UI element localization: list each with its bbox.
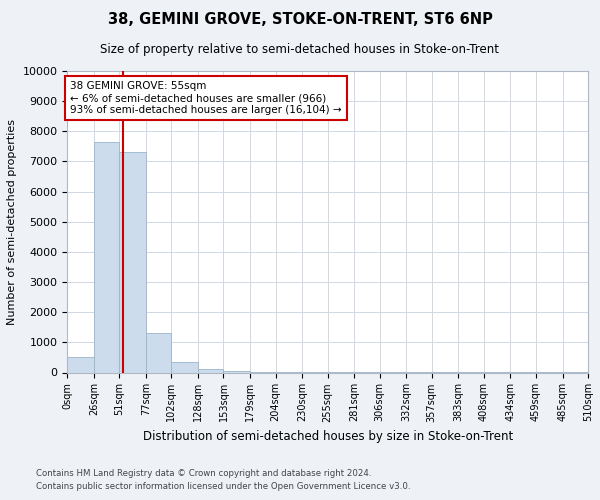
Bar [198,369,223,372]
Text: 38 GEMINI GROVE: 55sqm
← 6% of semi-detached houses are smaller (966)
93% of sem: 38 GEMINI GROVE: 55sqm ← 6% of semi-deta… [70,82,342,114]
Text: 38, GEMINI GROVE, STOKE-ON-TRENT, ST6 6NP: 38, GEMINI GROVE, STOKE-ON-TRENT, ST6 6N… [107,12,493,28]
Text: Contains HM Land Registry data © Crown copyright and database right 2024.: Contains HM Land Registry data © Crown c… [36,468,371,477]
Bar [119,152,146,372]
Bar [223,371,250,372]
Bar [146,334,172,372]
Text: Size of property relative to semi-detached houses in Stoke-on-Trent: Size of property relative to semi-detach… [101,42,499,56]
Bar [172,362,198,372]
X-axis label: Distribution of semi-detached houses by size in Stoke-on-Trent: Distribution of semi-detached houses by … [143,430,513,443]
Bar [94,142,119,372]
Y-axis label: Number of semi-detached properties: Number of semi-detached properties [7,118,17,324]
Text: Contains public sector information licensed under the Open Government Licence v3: Contains public sector information licen… [36,482,410,491]
Bar [67,358,94,372]
